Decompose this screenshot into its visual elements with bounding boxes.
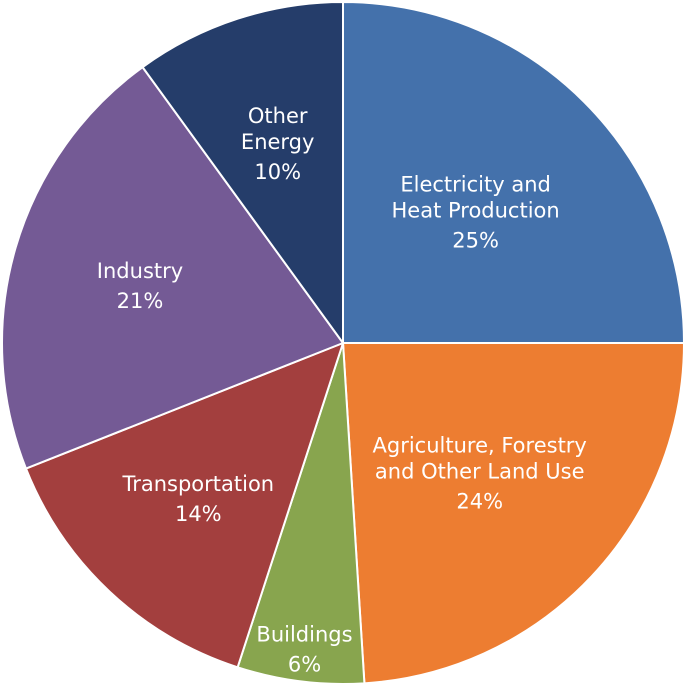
slice-value-label: 6% <box>288 653 321 677</box>
slice-label: Other <box>248 104 308 128</box>
pie-slice <box>342 342 685 685</box>
pie-slice <box>141 1 344 344</box>
pie-slice <box>236 342 366 685</box>
slice-label: Transportation <box>121 472 274 496</box>
pie-slice <box>342 1 685 344</box>
slice-label: and Other Land Use <box>375 459 585 483</box>
slice-value-label: 10% <box>254 160 301 184</box>
pie-slice <box>1 66 344 470</box>
slice-value-label: 25% <box>452 228 499 252</box>
slice-label: Buildings <box>256 623 352 647</box>
slice-value-label: 24% <box>456 489 503 513</box>
slice-label: Agriculture, Forestry <box>373 433 587 457</box>
slice-label: Energy <box>241 130 315 154</box>
slice-label: Industry <box>97 259 183 283</box>
slice-value-label: 14% <box>175 502 222 526</box>
slice-label: Electricity and <box>400 172 551 196</box>
slice-label: Heat Production <box>391 198 559 222</box>
pie-slice <box>24 342 344 669</box>
slice-value-label: 21% <box>117 289 164 313</box>
